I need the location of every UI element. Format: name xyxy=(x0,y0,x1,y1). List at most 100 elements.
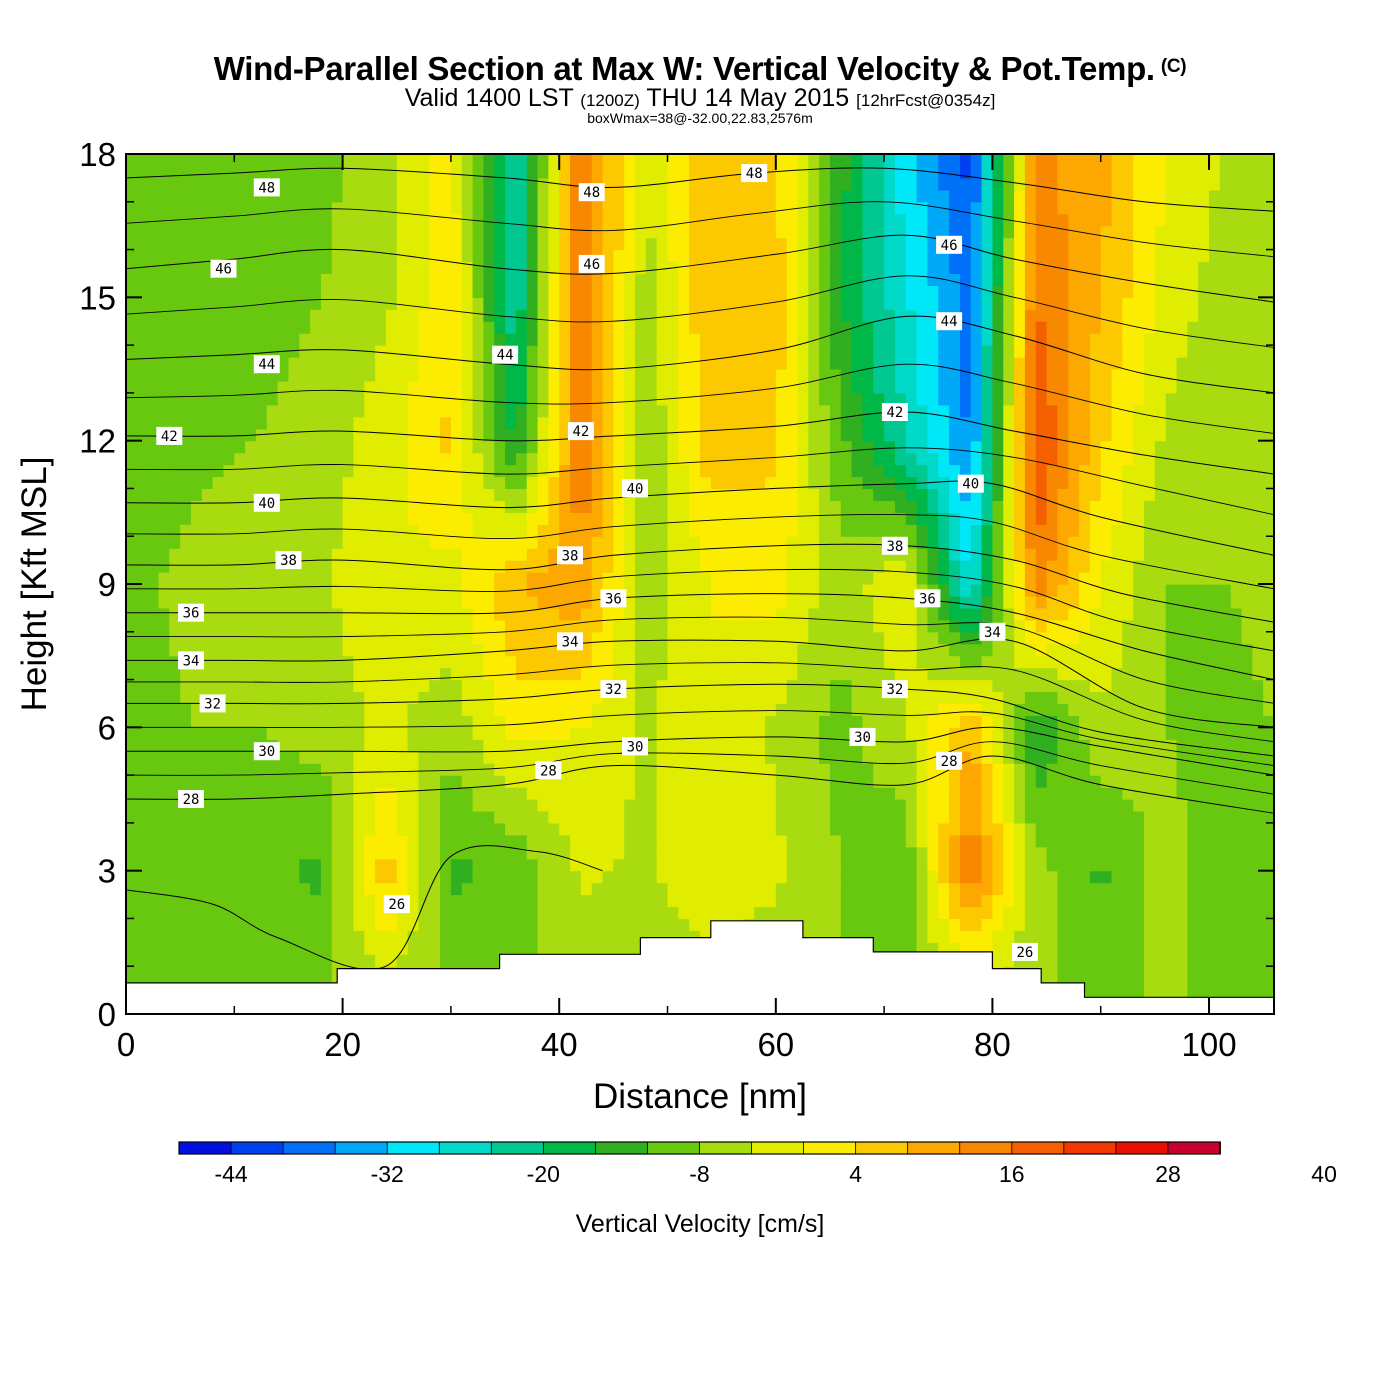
velocity-cell xyxy=(819,739,831,752)
velocity-cell xyxy=(1089,572,1102,585)
velocity-cell xyxy=(364,882,376,896)
velocity-cell xyxy=(126,870,138,884)
velocity-cell xyxy=(1198,942,1210,955)
velocity-cell xyxy=(526,739,539,752)
velocity-cell xyxy=(483,906,495,920)
velocity-cell xyxy=(1263,966,1274,979)
velocity-cell xyxy=(894,476,907,490)
velocity-cell xyxy=(1165,691,1178,705)
velocity-cell xyxy=(1241,870,1253,884)
velocity-cell xyxy=(1122,691,1134,705)
velocity-cell xyxy=(234,763,246,776)
velocity-cell xyxy=(440,870,452,884)
velocity-cell xyxy=(201,894,214,908)
velocity-cell xyxy=(851,703,864,716)
velocity-cell xyxy=(710,667,723,681)
velocity-cell xyxy=(136,787,149,800)
velocity-cell xyxy=(949,631,961,645)
velocity-cell xyxy=(147,799,160,812)
velocity-cell xyxy=(862,858,874,872)
velocity-cell xyxy=(1014,584,1026,597)
velocity-cell xyxy=(797,572,809,585)
velocity-cell xyxy=(591,703,604,716)
velocity-cell xyxy=(797,500,809,513)
velocity-cell xyxy=(375,524,387,537)
velocity-cell xyxy=(526,763,539,776)
velocity-cell xyxy=(1209,631,1221,645)
velocity-cell xyxy=(1111,464,1123,478)
velocity-cell xyxy=(212,799,225,812)
velocity-cell xyxy=(635,787,647,800)
velocity-cell xyxy=(873,799,885,812)
velocity-cell xyxy=(1100,524,1113,537)
velocity-cell xyxy=(407,572,420,585)
velocity-cell xyxy=(981,464,994,478)
velocity-cell xyxy=(1252,751,1264,764)
velocity-cell xyxy=(483,595,495,609)
velocity-cell xyxy=(201,655,214,669)
velocity-cell xyxy=(223,631,235,645)
velocity-cell xyxy=(515,488,528,501)
velocity-cell xyxy=(1219,751,1232,764)
velocity-cell xyxy=(1057,787,1069,800)
velocity-cell xyxy=(1003,679,1015,693)
velocity-cell xyxy=(515,500,528,513)
velocity-cell xyxy=(1100,763,1113,776)
velocity-cell xyxy=(808,870,820,884)
velocity-cell xyxy=(1252,500,1264,513)
velocity-cell xyxy=(905,595,918,609)
velocity-cell xyxy=(1014,703,1026,716)
velocity-cell xyxy=(808,667,820,681)
velocity-cell xyxy=(190,703,203,716)
velocity-cell xyxy=(851,452,864,466)
velocity-cell xyxy=(234,512,246,525)
velocity-cell xyxy=(385,870,398,884)
velocity-cell xyxy=(255,799,268,812)
velocity-cell xyxy=(288,787,300,800)
velocity-cell xyxy=(894,619,907,633)
velocity-cell xyxy=(266,846,279,860)
velocity-cell xyxy=(775,906,788,920)
velocity-cell xyxy=(320,476,333,490)
velocity-cell xyxy=(819,524,831,537)
velocity-cell xyxy=(342,822,355,836)
velocity-cell xyxy=(829,834,842,848)
velocity-cell xyxy=(570,727,582,740)
velocity-cell xyxy=(1068,655,1080,669)
velocity-cell xyxy=(970,918,983,931)
velocity-cell xyxy=(385,488,398,501)
velocity-cell xyxy=(894,930,907,943)
velocity-cell xyxy=(570,715,582,728)
velocity-cell xyxy=(429,595,441,609)
velocity-cell xyxy=(602,942,614,955)
velocity-cell xyxy=(385,619,398,633)
velocity-cell xyxy=(959,584,972,597)
velocity-cell xyxy=(851,691,864,705)
velocity-cell xyxy=(342,536,355,549)
velocity-cell xyxy=(126,822,138,836)
velocity-cell xyxy=(505,560,517,573)
velocity-cell xyxy=(1187,679,1199,693)
velocity-cell xyxy=(505,679,517,693)
velocity-cell xyxy=(1014,918,1026,931)
velocity-cell xyxy=(678,524,690,537)
velocity-cell xyxy=(158,882,170,896)
velocity-cell xyxy=(1154,619,1167,633)
velocity-cell xyxy=(1263,619,1274,633)
velocity-cell xyxy=(873,548,885,561)
velocity-cell xyxy=(234,822,246,836)
velocity-cell xyxy=(320,464,333,478)
velocity-cell xyxy=(385,930,398,943)
velocity-cell xyxy=(580,560,593,573)
velocity-cell xyxy=(602,500,614,513)
velocity-cell xyxy=(331,954,344,967)
velocity-cell xyxy=(905,727,918,740)
velocity-cell xyxy=(310,775,322,788)
velocity-cell xyxy=(472,787,484,800)
velocity-cell xyxy=(1003,846,1015,860)
velocity-cell xyxy=(635,667,647,681)
velocity-cell xyxy=(1035,727,1048,740)
velocity-cell xyxy=(873,572,885,585)
velocity-cell xyxy=(126,787,138,800)
velocity-cell xyxy=(1100,894,1113,908)
